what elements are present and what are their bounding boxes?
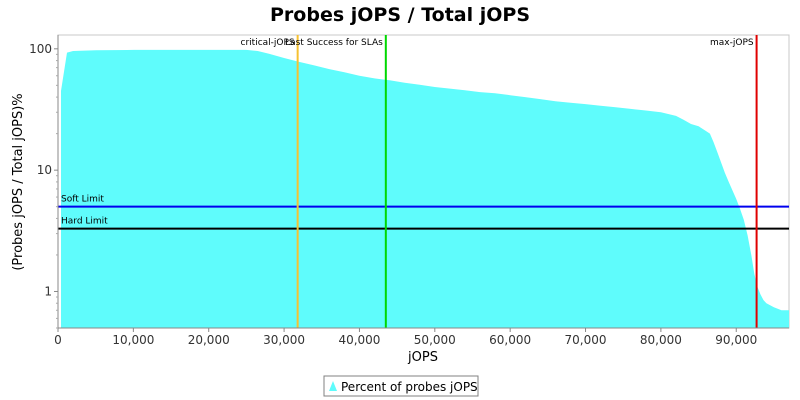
chart-title: Probes jOPS / Total jOPS bbox=[270, 4, 530, 26]
x-tick-label-4: 40,000 bbox=[338, 333, 380, 347]
x-axis-label: jOPS bbox=[407, 350, 438, 365]
x-tick-label-9: 90,000 bbox=[715, 333, 757, 347]
x-tick-label-0: 0 bbox=[54, 333, 62, 347]
x-ticks: 0 10,000 20,000 30,000 40,000 50,000 60,000 70,… bbox=[54, 328, 757, 347]
x-tick-label-3: 30,000 bbox=[263, 333, 305, 347]
y-ticks: 1 10 100 bbox=[29, 42, 58, 329]
x-tick-label-2: 20,000 bbox=[188, 333, 230, 347]
y-axis-label: (Probes jOPS / Total jOPS)% bbox=[11, 93, 26, 270]
legend: Percent of probes jOPS bbox=[323, 375, 479, 397]
x-tick-label-1: 10,000 bbox=[112, 333, 154, 347]
y-tick-label-1: 10 bbox=[37, 163, 52, 177]
y-tick-label-0: 1 bbox=[44, 284, 52, 298]
series-layer bbox=[61, 49, 789, 329]
x-tick-label-5: 50,000 bbox=[414, 333, 456, 347]
x-tick-label-6: 60,000 bbox=[489, 333, 531, 347]
hline-label-0: Soft Limit bbox=[61, 195, 104, 205]
y-tick-label-2: 100 bbox=[29, 42, 52, 56]
vline-label-2: max-jOPS bbox=[710, 38, 754, 48]
series-area-0 bbox=[61, 49, 789, 329]
legend-label: Percent of probes jOPS bbox=[341, 380, 478, 394]
horizontal-lines: Soft Limit Hard Limit bbox=[58, 195, 789, 230]
vline-label-0: critical-jOPS bbox=[241, 38, 295, 48]
legend-box bbox=[323, 375, 479, 397]
x-tick-label-8: 80,000 bbox=[640, 333, 682, 347]
legend-marker bbox=[329, 381, 337, 391]
hline-label-1: Hard Limit bbox=[61, 217, 108, 227]
x-tick-label-7: 70,000 bbox=[565, 333, 607, 347]
vline-label-1: Last Success for SLAs bbox=[285, 38, 383, 48]
